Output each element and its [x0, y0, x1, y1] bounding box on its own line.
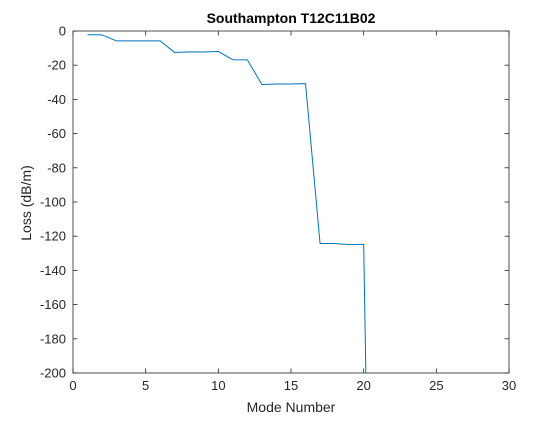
y-axis-label: Loss (dB/m)	[18, 165, 34, 240]
x-tick-label: 25	[429, 378, 443, 393]
y-tick-label: -120	[40, 229, 66, 244]
axes-box	[72, 30, 510, 374]
y-tick-label: -160	[40, 297, 66, 312]
y-tick-label: -100	[40, 195, 66, 210]
x-tick-label: 5	[142, 378, 149, 393]
y-tick-label: -60	[47, 126, 66, 141]
y-tick-label: -140	[40, 263, 66, 278]
x-axis-label: Mode Number	[247, 399, 336, 415]
y-tick-label: -80	[47, 160, 66, 175]
x-tick-label: 0	[69, 378, 76, 393]
y-tick-label: -40	[47, 92, 66, 107]
y-tick-label: -180	[40, 331, 66, 346]
y-tick-label: 0	[59, 24, 66, 39]
x-tick-label: 15	[284, 378, 298, 393]
series-line-0	[87, 34, 367, 374]
x-tick-label: 20	[356, 378, 370, 393]
x-tick-label: 10	[211, 378, 225, 393]
chart-title: Southampton T12C11B02	[207, 10, 376, 26]
x-tick-label: 30	[502, 378, 516, 393]
y-tick-label: -20	[47, 58, 66, 73]
series-layer	[87, 34, 367, 374]
tick-layer: 0 5 10 15 20 25 30 0 -20 -40 -60 -80 -100 -120 -140 -16…	[40, 24, 516, 394]
y-tick-label: -200	[40, 366, 66, 381]
